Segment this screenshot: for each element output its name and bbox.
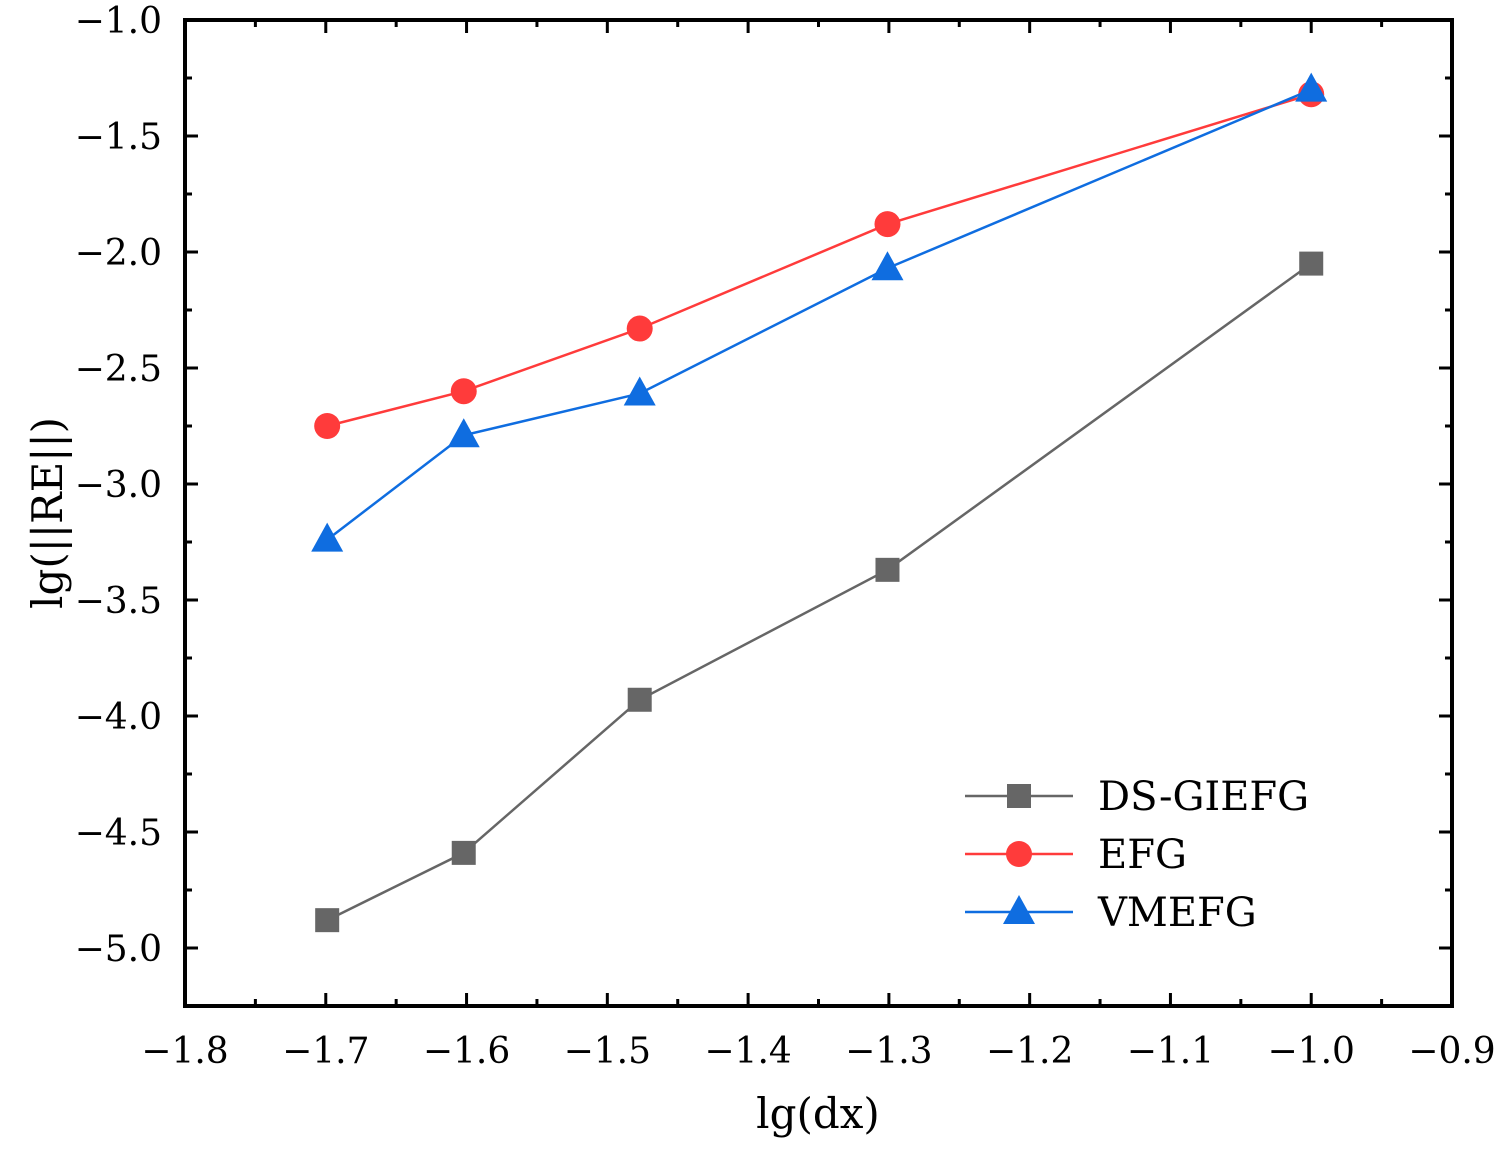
data-point-efg <box>314 413 341 439</box>
data-point-ds-giefg <box>451 840 476 865</box>
tick-labels: −1.8 −1.7 −1.6 −1.5 −1.4 −1.3 −1.2 −1.1 −1.0 −0.9… <box>75 1 1496 1072</box>
legend-item-efg: EFG <box>965 832 1187 878</box>
x-tick-label: −1.3 <box>845 1031 932 1072</box>
data-point-ds-giefg <box>315 908 340 933</box>
x-tick-label: −1.8 <box>141 1031 228 1072</box>
y-tick-label: −4.5 <box>75 813 162 854</box>
data-point-efg <box>626 315 653 342</box>
y-tick-label: −5.0 <box>75 929 162 970</box>
y-tick-label: −3.0 <box>75 465 162 506</box>
y-tick-label: −1.0 <box>75 1 162 42</box>
data-point-vmefg <box>623 376 656 406</box>
data-point-vmefg <box>311 522 344 552</box>
x-tick-label: −0.9 <box>1408 1031 1495 1072</box>
legend-label-efg: EFG <box>1098 832 1187 878</box>
x-tick-label: −1.5 <box>564 1031 651 1072</box>
data-point-vmefg <box>871 251 904 281</box>
x-tick-label: −1.6 <box>423 1031 510 1072</box>
legend-marker-efg <box>1006 841 1032 867</box>
y-axis-title: lg(||RE||) <box>23 417 72 609</box>
data-point-vmefg <box>447 418 480 448</box>
data-point-vmefg <box>1295 72 1328 102</box>
data-point-efg <box>450 378 477 405</box>
y-tick-label: −2.0 <box>75 233 162 274</box>
data-point-ds-giefg <box>627 687 652 712</box>
x-tick-label: −1.4 <box>704 1031 791 1072</box>
data-point-ds-giefg <box>875 557 900 582</box>
series-vmefg <box>311 72 1328 552</box>
y-tick-label: −4.0 <box>75 697 162 738</box>
legend-label-vmefg: VMEFG <box>1097 890 1257 936</box>
x-tick-label: −1.7 <box>282 1031 369 1072</box>
series-layer <box>311 72 1328 933</box>
y-tick-label: −1.5 <box>75 117 162 158</box>
x-tick-label: −1.2 <box>986 1031 1073 1072</box>
y-tick-label: −3.5 <box>75 581 162 622</box>
legend-item-ds-giefg: DS-GIEFG <box>965 774 1309 820</box>
x-tick-label: −1.0 <box>1268 1031 1355 1072</box>
data-point-ds-giefg <box>1299 251 1324 276</box>
x-tick-label: −1.1 <box>1127 1031 1214 1072</box>
legend: DS-GIEFG EFG VMEFG <box>965 774 1309 936</box>
plot-frame <box>183 18 1454 1008</box>
data-point-efg <box>874 211 901 238</box>
legend-marker-ds-giefg <box>1007 784 1031 808</box>
y-tick-label: −2.5 <box>75 349 162 390</box>
legend-item-vmefg: VMEFG <box>965 890 1257 936</box>
series-ds-giefg <box>315 251 1324 933</box>
legend-marker-vmefg <box>1003 895 1035 924</box>
legend-label-ds-giefg: DS-GIEFG <box>1098 774 1309 820</box>
x-axis-title: lg(dx) <box>756 1089 880 1138</box>
